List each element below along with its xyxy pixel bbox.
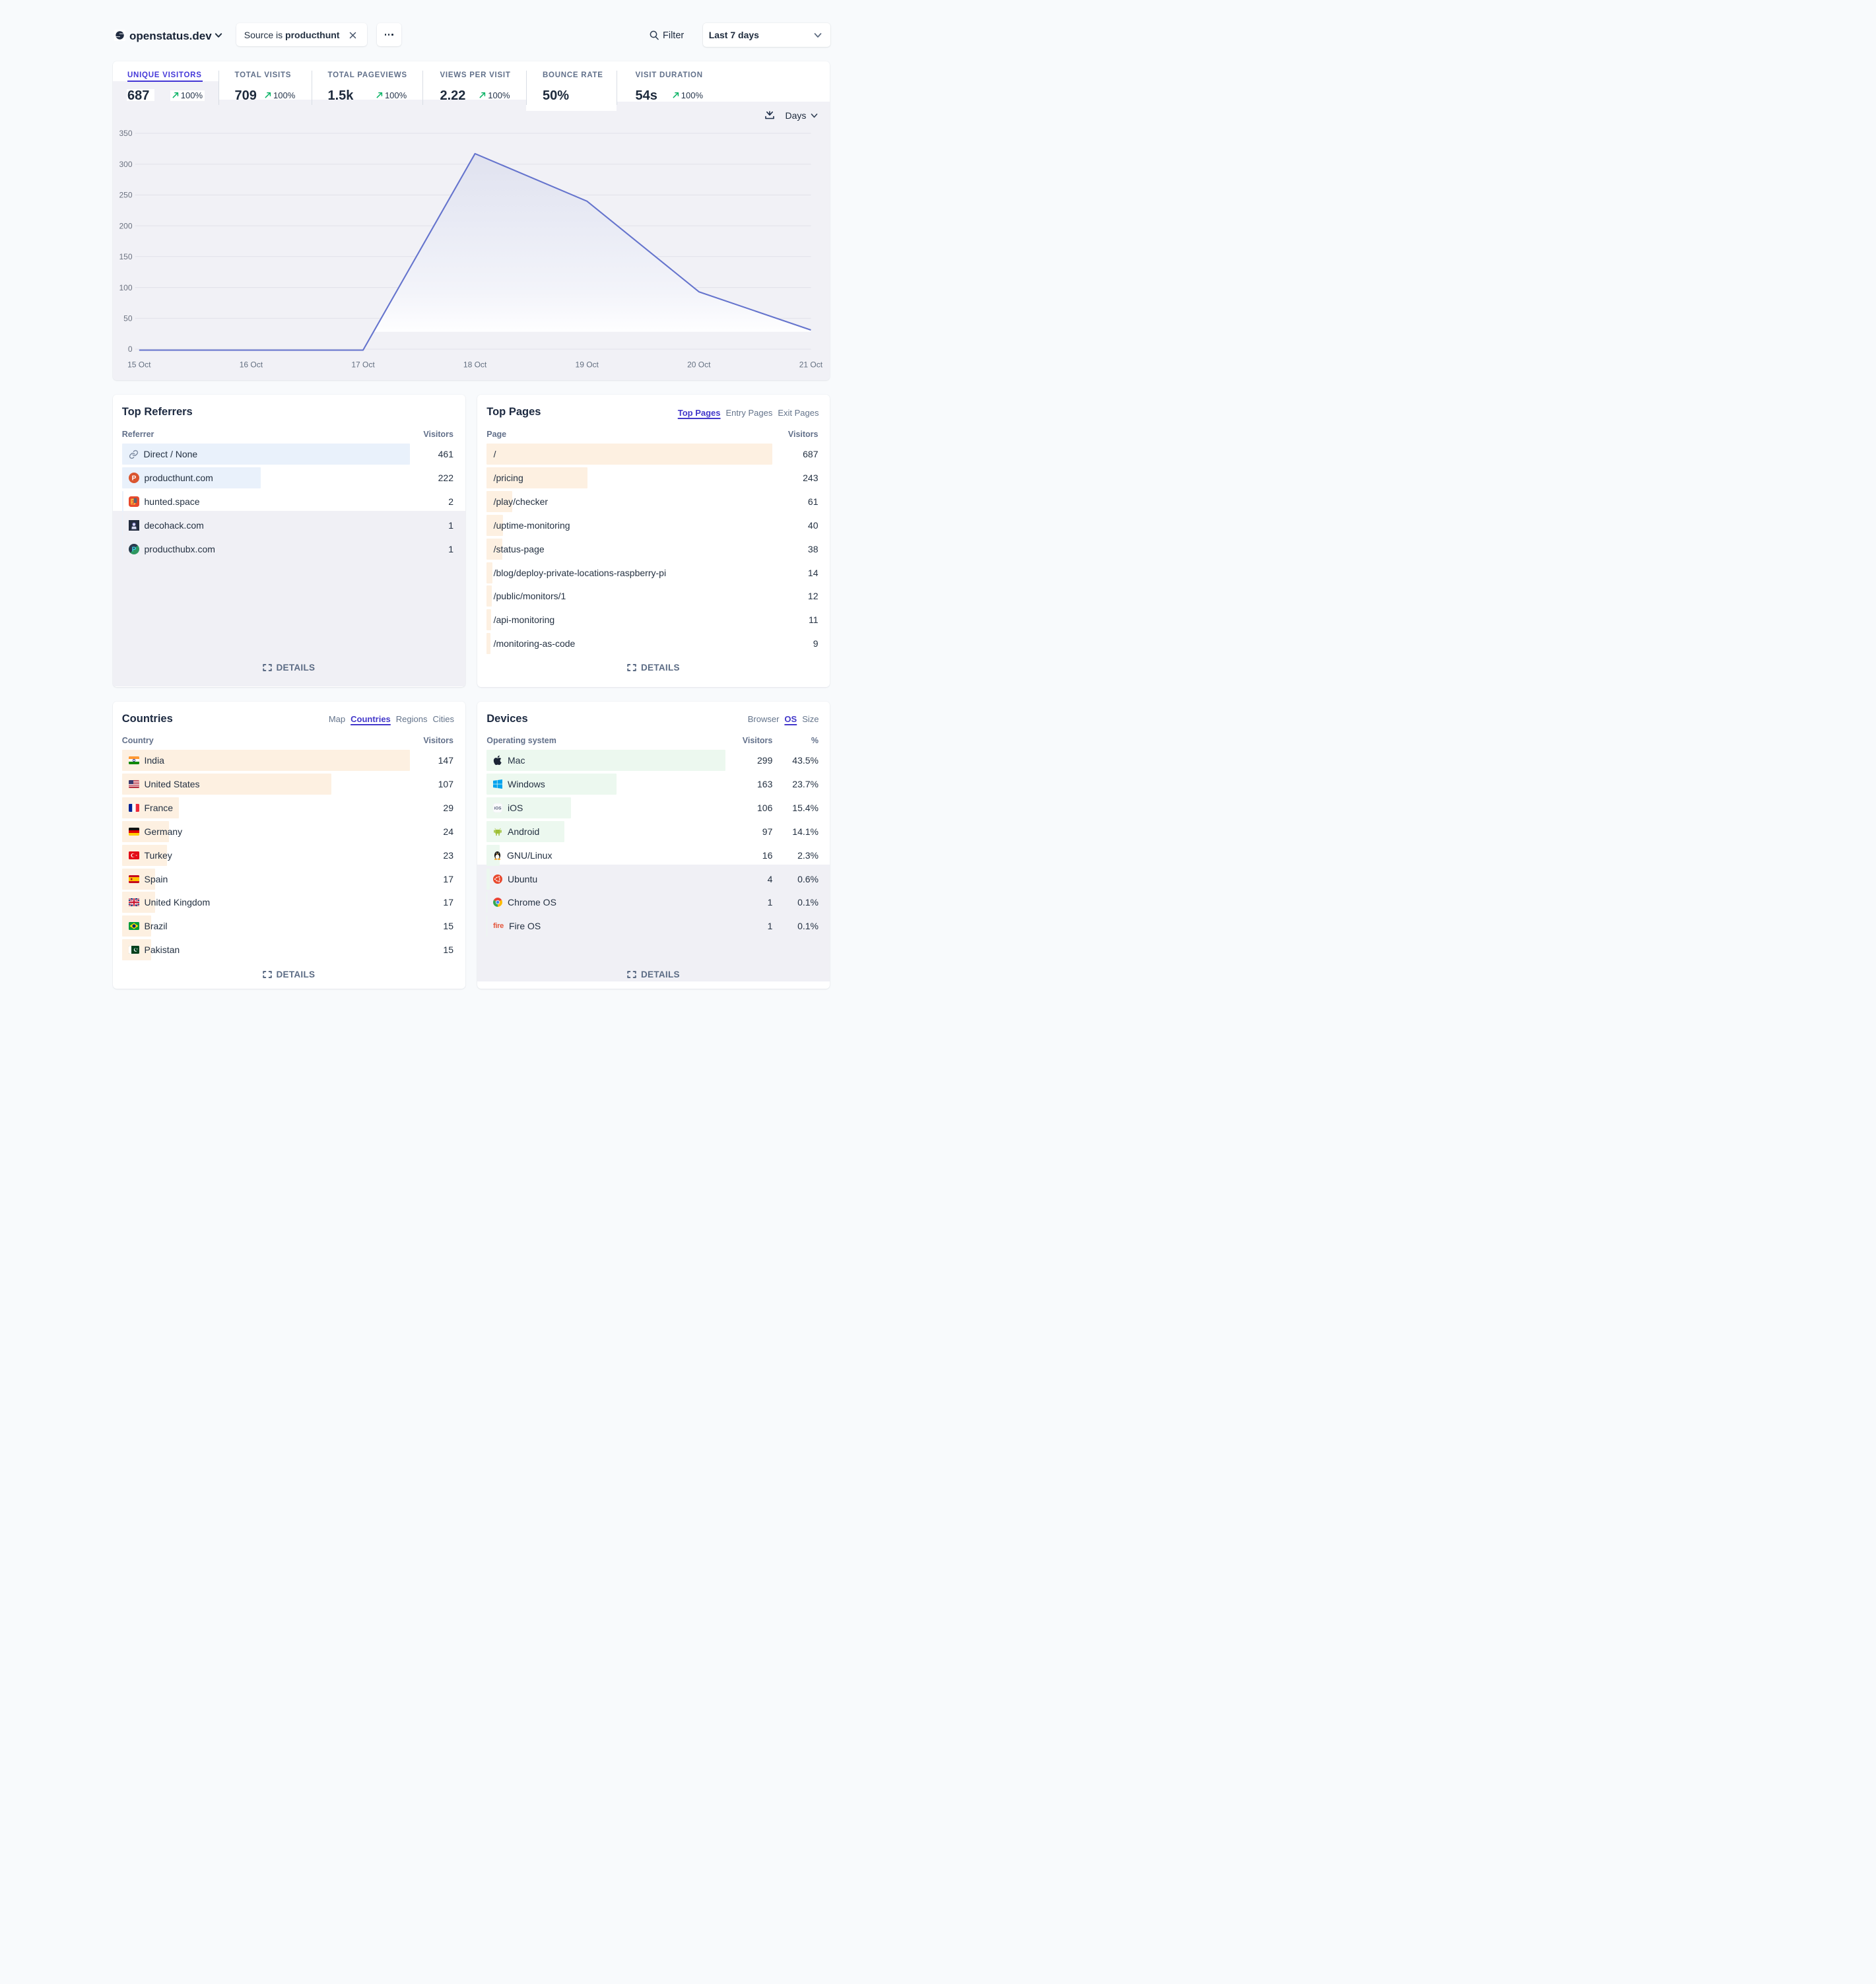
svg-text:15 Oct: 15 Oct	[127, 360, 151, 370]
svg-text:250: 250	[119, 191, 132, 200]
svg-text:17 Oct: 17 Oct	[351, 360, 375, 370]
svg-text:18 Oct: 18 Oct	[463, 360, 486, 370]
svg-text:19 Oct: 19 Oct	[575, 360, 599, 370]
svg-text:350: 350	[119, 129, 132, 138]
svg-text:100: 100	[119, 283, 132, 292]
svg-text:P: P	[131, 546, 136, 553]
svg-text:P: P	[131, 475, 136, 482]
svg-text:150: 150	[119, 252, 132, 261]
svg-text:20 Oct: 20 Oct	[687, 360, 711, 370]
svg-text:200: 200	[119, 221, 132, 230]
svg-text:iOS: iOS	[494, 806, 502, 810]
svg-text:50: 50	[123, 314, 133, 323]
svg-text:3: 3	[131, 500, 135, 506]
svg-text:16 Oct: 16 Oct	[239, 360, 263, 370]
svg-text:300: 300	[119, 160, 132, 169]
svg-text:21 Oct: 21 Oct	[799, 360, 822, 370]
svg-text:0: 0	[127, 345, 132, 354]
